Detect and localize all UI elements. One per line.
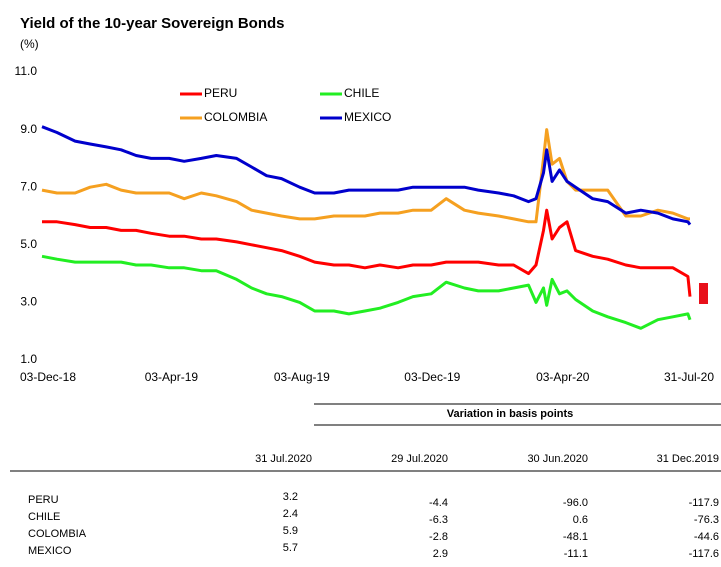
row-label: PERU [28,494,59,506]
table-cell: -117.6 [689,548,719,560]
legend-label: CHILE [344,86,379,100]
series-line [42,208,692,297]
table-cell: -2.8 [429,531,448,543]
row-label: COLOMBIA [28,528,87,540]
y-tick-label: 11.0 [15,64,38,78]
table-cell: -96.0 [563,497,588,509]
series-line [41,254,692,330]
marker [699,283,708,304]
legend-label: PERU [204,86,237,100]
y-tick-label: 5.0 [20,237,37,251]
table-cell: 2.4 [283,508,298,520]
series-line [41,128,690,224]
table-cell: -76.3 [694,514,719,526]
x-tick-label: 31-Jul-20 [664,370,714,384]
table-cell: -117.9 [689,497,719,509]
x-tick-label: 03-Dec-19 [404,370,460,384]
series-line [41,125,692,226]
y-axis-label: (%) [20,37,39,51]
column-header: 30 Jun.2020 [527,453,588,465]
x-tick-label: 03-Aug-19 [274,370,330,384]
row-label: CHILE [28,511,60,523]
table-cell: 3.2 [283,491,298,503]
y-tick-label: 7.0 [20,179,37,193]
column-header: 31 Jul.2020 [255,453,312,465]
table-cell: -11.1 [564,548,588,560]
table-cell: -4.4 [429,497,448,509]
table-cell: 5.9 [283,525,298,537]
table-cell: 0.6 [573,514,588,526]
legend-label: COLOMBIA [204,110,267,124]
x-tick-label: 03-Apr-19 [145,370,199,384]
x-tick-label: 03-Apr-20 [536,370,590,384]
chart-title: Yield of the 10-year Sovereign Bonds [20,15,285,32]
table-cell: -48.1 [563,531,588,543]
table-cell: -6.3 [429,514,448,526]
column-header: 31 Dec.2019 [657,453,719,465]
row-label: MEXICO [28,545,72,557]
table-title: Variation in basis points [447,408,574,420]
column-header: 29 Jul.2020 [391,453,448,465]
y-tick-label: 3.0 [20,295,37,309]
y-tick-label: 1.0 [20,352,37,366]
table-cell: 5.7 [283,542,298,554]
y-tick-label: 9.0 [20,122,37,136]
legend-label: MEXICO [344,110,391,124]
table-cell: 2.9 [433,548,448,560]
table-cell: -44.6 [694,531,719,543]
x-tick-label: 03-Dec-18 [20,370,76,384]
